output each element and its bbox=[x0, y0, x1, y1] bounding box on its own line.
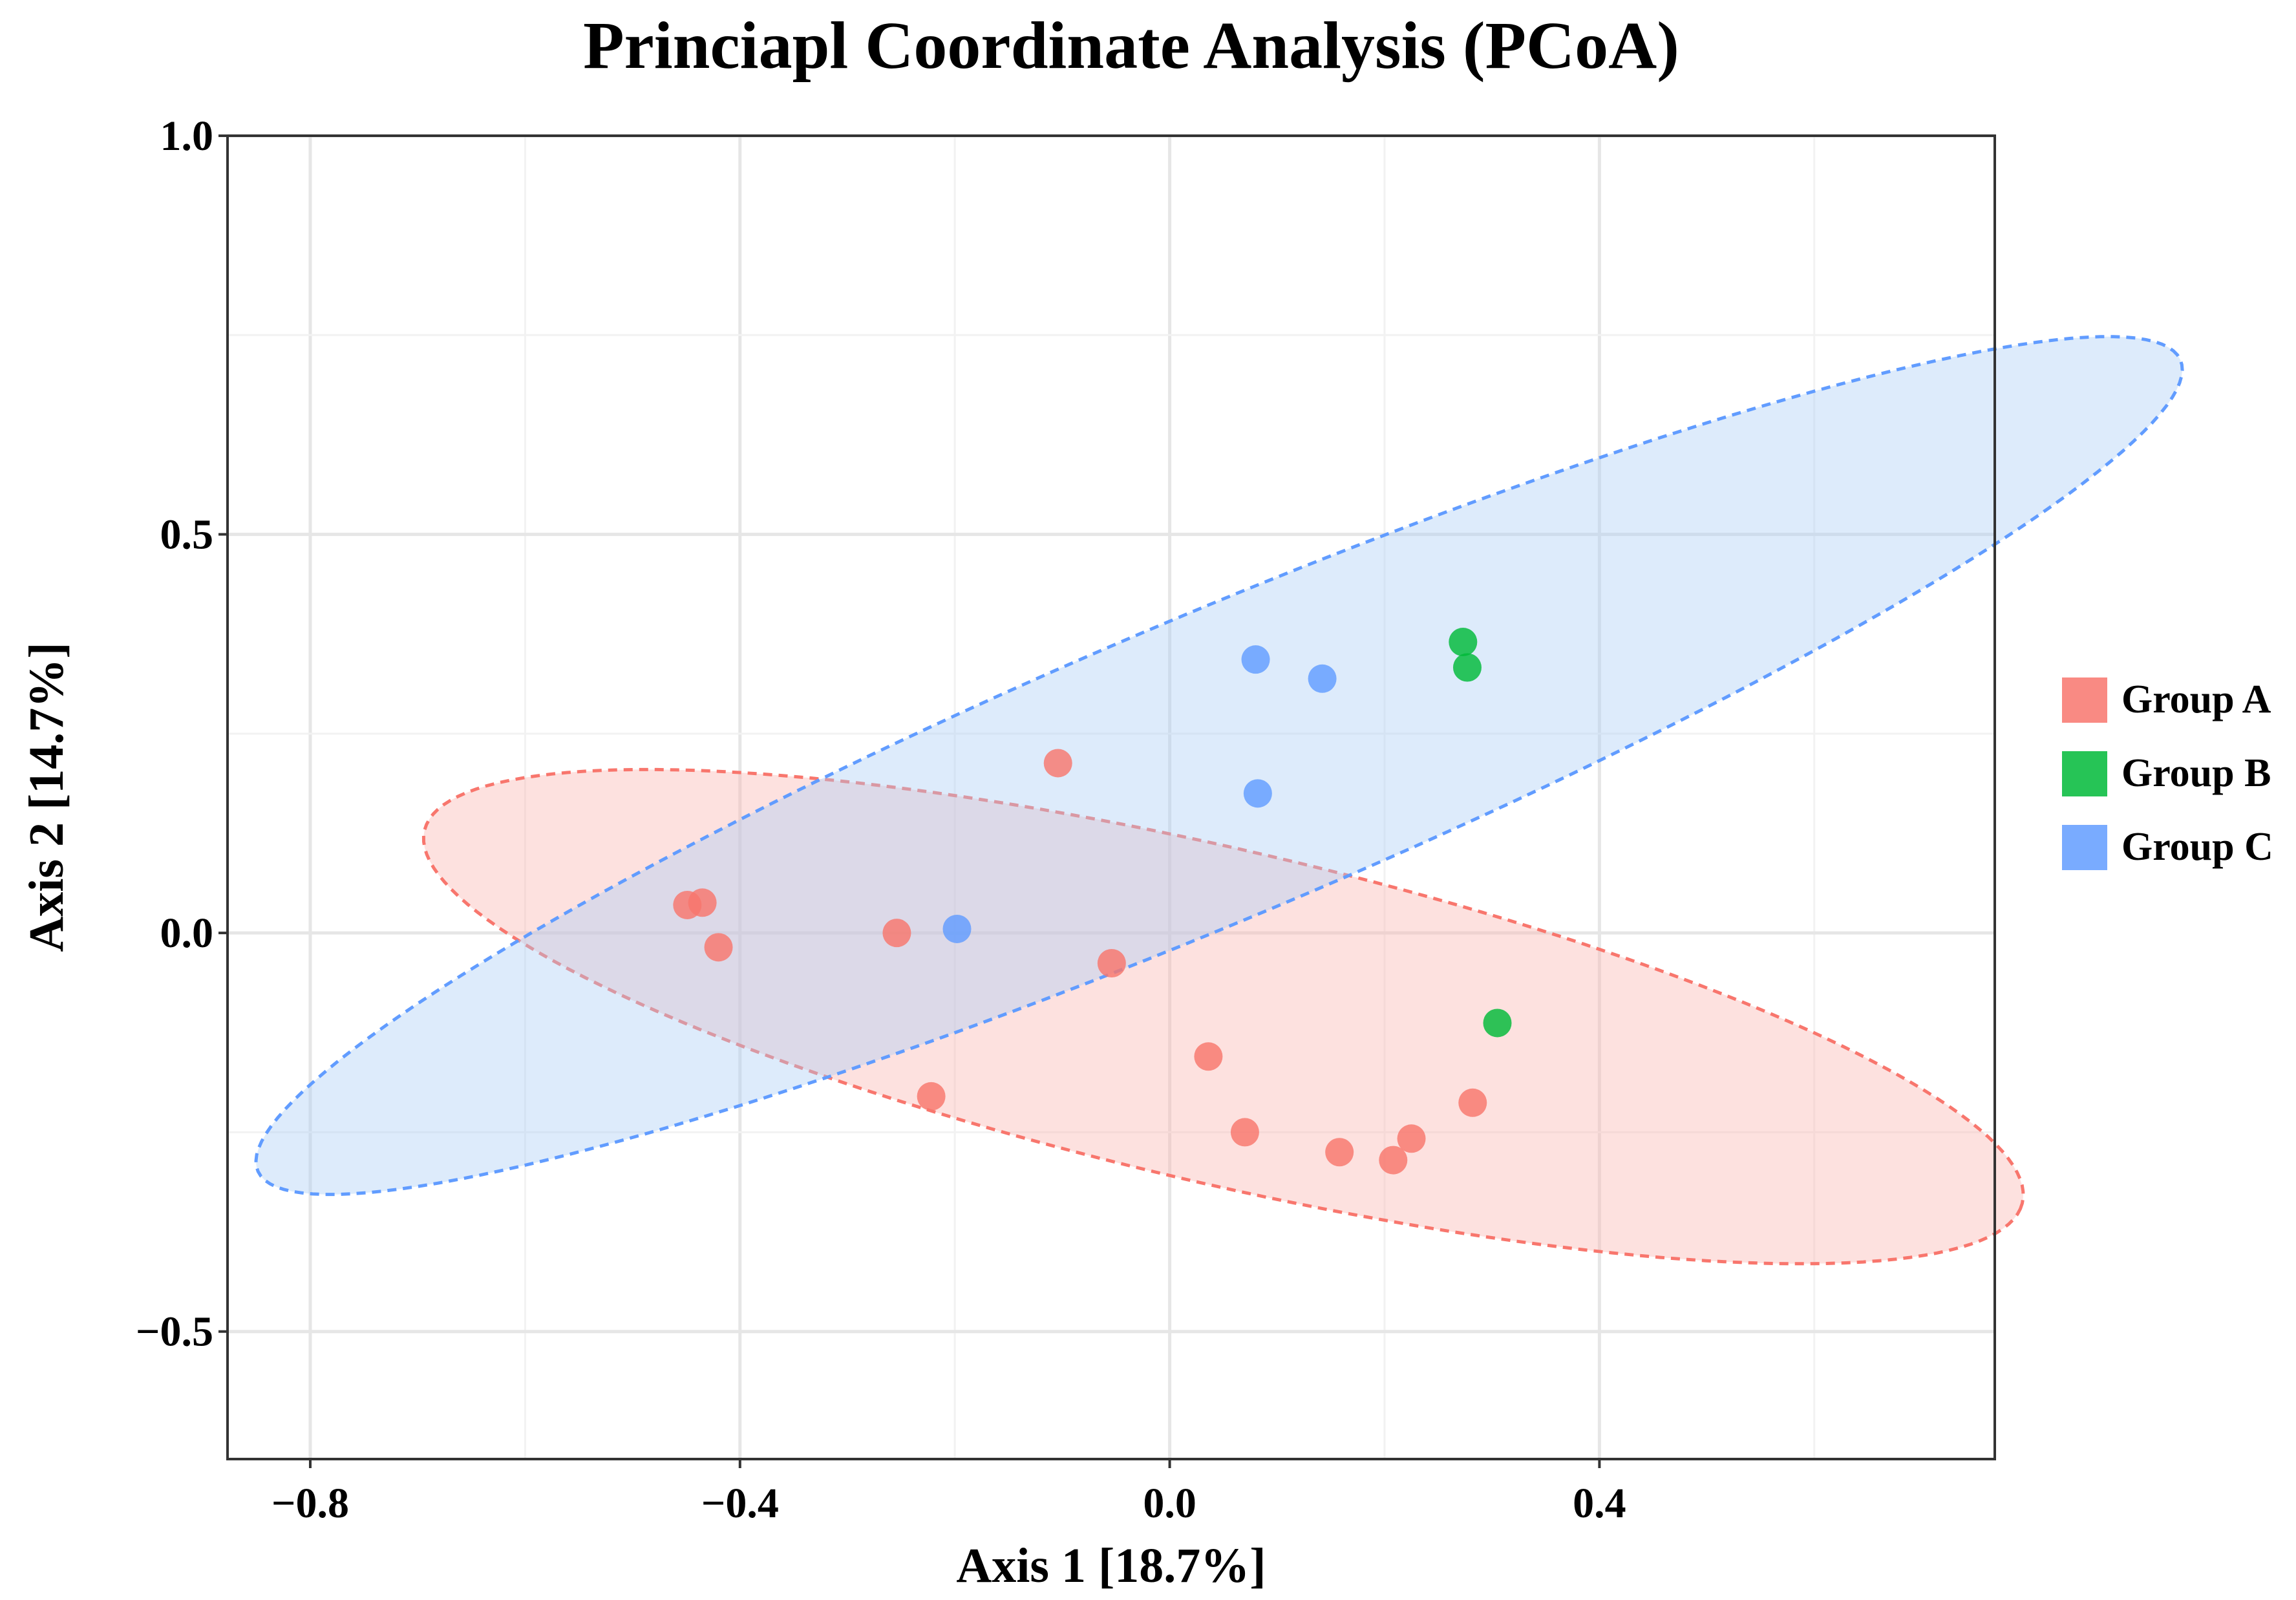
legend-key-group-a bbox=[2062, 677, 2107, 723]
confidence-ellipses bbox=[254, 335, 2184, 1266]
legend-key-group-c bbox=[2062, 825, 2107, 870]
y-tick-label: 1.0 bbox=[160, 112, 214, 160]
y-tick-label: 0.5 bbox=[160, 511, 214, 559]
point-group-a bbox=[1458, 1088, 1487, 1117]
y-axis-ticks: −0.5 0.0 0.5 1.0 bbox=[136, 112, 228, 1356]
point-group-c bbox=[1243, 779, 1272, 808]
point-group-a bbox=[1097, 948, 1126, 977]
legend-label-group-a: Group A bbox=[2121, 677, 2271, 721]
x-axis-ticks: −0.8 −0.4 0.0 0.4 bbox=[271, 1459, 1626, 1527]
point-group-b bbox=[1449, 628, 1478, 657]
x-tick-label: −0.4 bbox=[701, 1480, 779, 1527]
point-group-a bbox=[704, 933, 733, 962]
legend-label-group-c: Group C bbox=[2121, 825, 2273, 869]
legend-key-group-b bbox=[2062, 751, 2107, 796]
y-tick-label: 0.0 bbox=[160, 910, 214, 957]
point-group-a bbox=[1379, 1146, 1408, 1175]
point-group-a bbox=[1325, 1138, 1354, 1167]
ellipse-group-c bbox=[254, 335, 2184, 1197]
x-tick-label: −0.8 bbox=[271, 1480, 349, 1527]
plot-area bbox=[226, 134, 2184, 1460]
y-axis-label: Axis 2 [14.7%] bbox=[19, 642, 74, 952]
point-group-a bbox=[1230, 1118, 1259, 1147]
plot-border bbox=[226, 134, 1996, 1460]
legend: Group A Group B Group C bbox=[2062, 677, 2273, 870]
x-tick-label: 0.4 bbox=[1573, 1480, 1626, 1527]
point-group-c bbox=[1241, 645, 1270, 674]
data-points bbox=[673, 628, 1512, 1175]
point-group-c bbox=[942, 914, 972, 943]
point-group-a bbox=[1397, 1124, 1426, 1153]
point-group-a bbox=[1043, 749, 1072, 778]
y-tick-label: −0.5 bbox=[136, 1308, 213, 1356]
x-axis-label: Axis 1 [18.7%] bbox=[956, 1539, 1266, 1593]
x-tick-label: 0.0 bbox=[1143, 1480, 1196, 1527]
point-group-a bbox=[688, 888, 717, 917]
point-group-c bbox=[1308, 664, 1337, 693]
point-group-a bbox=[882, 919, 911, 948]
point-group-a bbox=[1194, 1042, 1223, 1071]
point-group-b bbox=[1483, 1008, 1512, 1038]
ellipse-group-a bbox=[421, 767, 2025, 1266]
legend-label-group-b: Group B bbox=[2121, 751, 2271, 795]
point-group-b bbox=[1452, 653, 1482, 682]
plot-background bbox=[228, 136, 1995, 1459]
chart-title: Princiapl Coordinate Analysis (PCoA) bbox=[583, 8, 1679, 83]
point-group-a bbox=[917, 1082, 946, 1111]
